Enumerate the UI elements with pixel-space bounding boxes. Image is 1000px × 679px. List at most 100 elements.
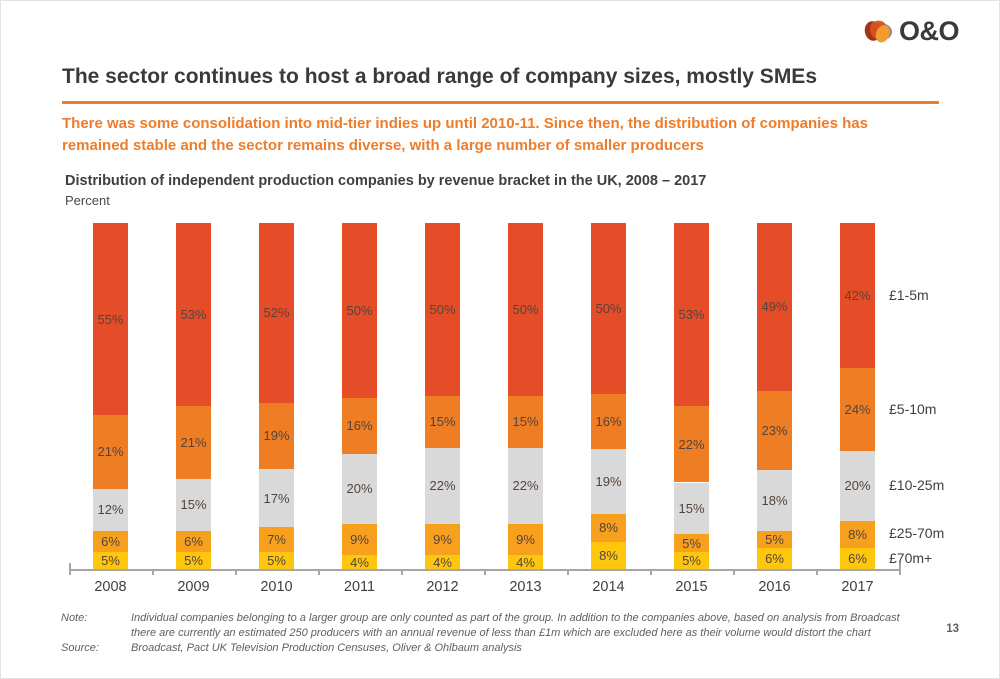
segment-value-label: 20% <box>346 481 373 497</box>
segment-£1-5m: 55% <box>93 223 128 416</box>
segment-£70m+: 6% <box>757 548 792 569</box>
segment-£10-25m: 22% <box>425 447 460 524</box>
segment-value-label: 5% <box>267 552 286 568</box>
segment-£1-5m: 53% <box>674 223 709 407</box>
segment-value-label: 52% <box>263 305 290 321</box>
segment-£5-10m: 16% <box>342 397 377 454</box>
oo-swirl-icon <box>861 15 895 47</box>
logo: O&O <box>861 15 960 47</box>
segment-value-label: 50% <box>346 302 373 318</box>
source-label: Source: <box>61 641 99 654</box>
segment-£70m+: 4% <box>342 555 377 569</box>
segment-£10-25m: 19% <box>591 449 626 515</box>
footnote-source: Source: Broadcast, Pact UK Television Pr… <box>61 641 941 656</box>
segment-£25-70m: 8% <box>591 514 626 542</box>
segment-£70m+: 5% <box>674 551 709 569</box>
x-tick-label-2013: 2013 <box>509 579 542 595</box>
segment-value-label: 21% <box>97 444 124 460</box>
segment-£25-70m: 7% <box>259 527 294 552</box>
x-tick-label-2017: 2017 <box>841 579 874 595</box>
segment-£10-25m: 22% <box>508 447 543 524</box>
segment-value-label: 8% <box>848 526 867 542</box>
segment-value-label: 55% <box>97 311 124 327</box>
segment-£1-5m: 50% <box>508 223 543 396</box>
axis-tick <box>816 570 818 575</box>
segment-£5-10m: 22% <box>674 406 709 483</box>
segment-value-label: 53% <box>678 307 705 323</box>
segment-£5-10m: 16% <box>591 394 626 450</box>
segment-value-label: 6% <box>101 533 120 549</box>
segment-value-label: 16% <box>595 414 622 430</box>
segment-£1-5m: 42% <box>840 223 875 369</box>
axis-end-stub <box>69 563 71 570</box>
segment-£1-5m: 50% <box>425 223 460 396</box>
segment-value-label: 4% <box>433 554 452 570</box>
segment-£5-10m: 21% <box>176 406 211 480</box>
segment-£10-25m: 20% <box>840 451 875 521</box>
segment-value-label: 24% <box>844 402 871 418</box>
bar-2013: 50% 15% 22% 9% 4% <box>508 223 543 569</box>
bar-2012: 50% 15% 22% 9% 4% <box>425 223 460 569</box>
x-tick-label-2014: 2014 <box>592 579 625 595</box>
segment-£5-10m: 15% <box>508 396 543 448</box>
segment-value-label: 20% <box>844 478 871 494</box>
axis-end-stub <box>899 563 901 570</box>
legend-£1-5m: £1-5m <box>889 286 929 303</box>
segment-value-label: 12% <box>97 502 124 518</box>
segment-value-label: 15% <box>429 414 456 430</box>
segment-£70m+: 4% <box>508 555 543 569</box>
segment-value-label: 5% <box>682 535 701 551</box>
segment-£70m+: 5% <box>93 551 128 569</box>
chart-unit-label: Percent <box>65 193 110 208</box>
segment-value-label: 6% <box>848 551 867 567</box>
segment-value-label: 53% <box>180 307 207 323</box>
segment-value-label: 9% <box>433 532 452 548</box>
segment-£25-70m: 6% <box>93 530 128 552</box>
axis-tick <box>318 570 320 575</box>
title-underline <box>62 101 939 104</box>
axis-tick <box>567 570 569 575</box>
x-tick-label-2011: 2011 <box>343 579 376 595</box>
axis-tick <box>733 570 735 575</box>
segment-£70m+: 6% <box>840 548 875 569</box>
segment-£10-25m: 20% <box>342 453 377 524</box>
logo-text: O&O <box>898 15 960 46</box>
segment-value-label: 9% <box>350 531 369 547</box>
bar-2015: 53% 22% 15% 5% 5% <box>674 223 709 569</box>
key-message: There was some consolidation into mid-ti… <box>62 115 868 154</box>
x-tick-label-2016: 2016 <box>758 579 791 595</box>
segment-£25-70m: 9% <box>425 524 460 556</box>
segment-value-label: 50% <box>512 302 539 317</box>
axis-tick <box>152 570 154 575</box>
segment-£70m+: 5% <box>176 551 211 569</box>
footnote: Note: Individual companies belonging to … <box>61 611 941 656</box>
segment-value-label: 22% <box>512 478 539 494</box>
segment-value-label: 17% <box>263 490 290 506</box>
page-number: 13 <box>946 623 959 635</box>
segment-£1-5m: 53% <box>176 223 211 407</box>
bar-2017: 42% 24% 20% 8% 6% <box>840 223 875 569</box>
segment-value-label: 7% <box>267 532 286 548</box>
bar-2016: 49% 23% 18% 5% 6% <box>757 223 792 569</box>
segment-value-label: 22% <box>429 478 456 494</box>
segment-value-label: 22% <box>678 436 705 452</box>
note-label: Note: <box>61 612 88 624</box>
segment-£1-5m: 50% <box>591 223 626 395</box>
segment-£10-25m: 17% <box>259 468 294 528</box>
legend-£70m+: £70m+ <box>889 549 933 566</box>
segment-value-label: 15% <box>512 414 539 430</box>
segment-value-label: 8% <box>599 520 618 536</box>
segment-£5-10m: 23% <box>757 390 792 470</box>
segment-value-label: 6% <box>765 551 784 567</box>
x-tick-label-2009: 2009 <box>177 579 210 595</box>
segment-£5-10m: 21% <box>93 415 128 489</box>
segment-value-label: 15% <box>180 497 207 513</box>
segment-£1-5m: 50% <box>342 223 377 398</box>
segment-£10-25m: 18% <box>757 469 792 532</box>
segment-value-label: 49% <box>761 299 788 315</box>
bar-2008: 55% 21% 12% 6% 5% <box>93 223 128 569</box>
axis-tick <box>69 570 71 575</box>
segment-value-label: 4% <box>350 554 369 570</box>
segment-value-label: 16% <box>346 418 373 434</box>
segment-value-label: 5% <box>682 552 701 568</box>
